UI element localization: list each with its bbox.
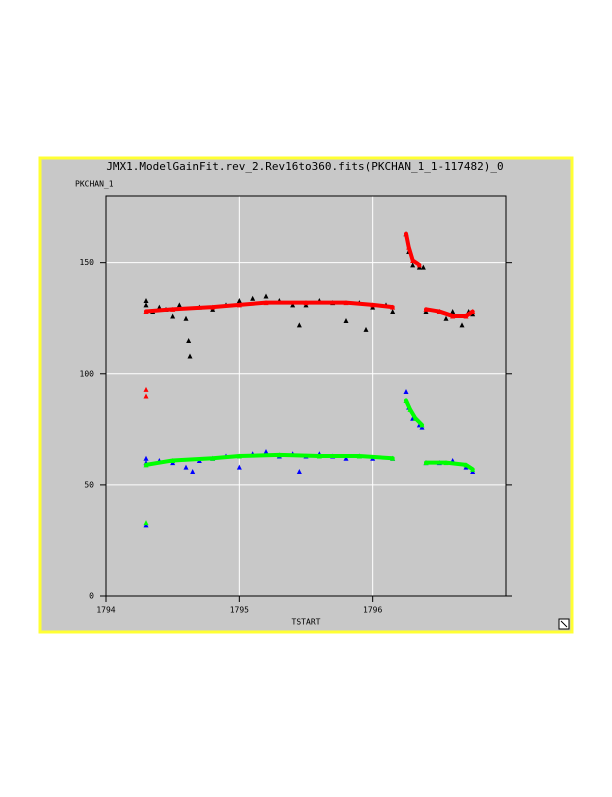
data-point <box>236 464 242 470</box>
data-point <box>343 317 349 323</box>
data-point <box>343 300 349 306</box>
data-point <box>263 300 269 306</box>
data-point <box>410 262 416 268</box>
x-tick-label: 1796 <box>363 606 382 615</box>
data-point <box>370 302 376 308</box>
data-point <box>143 462 149 468</box>
y-tick-label: 100 <box>80 369 95 378</box>
data-point <box>187 353 193 359</box>
data-point <box>450 313 456 319</box>
data-point <box>450 309 456 315</box>
y-axis-label: PKCHAN_1 <box>75 180 114 189</box>
data-point <box>170 313 176 319</box>
data-point <box>443 460 449 466</box>
data-point <box>420 264 426 270</box>
data-point <box>459 322 465 328</box>
data-point <box>443 315 449 321</box>
data-point <box>183 315 189 321</box>
data-point <box>412 415 418 421</box>
data-point <box>363 326 369 332</box>
data-point <box>210 455 216 461</box>
data-point <box>463 313 469 319</box>
data-point <box>463 462 469 468</box>
data-point <box>407 406 413 412</box>
data-point <box>406 244 412 250</box>
x-axis-label: TSTART <box>292 618 321 627</box>
data-point <box>296 322 302 328</box>
plot-frame <box>105 195 507 597</box>
data-point <box>390 304 396 310</box>
data-point <box>470 466 476 472</box>
data-point <box>296 469 302 475</box>
data-point <box>250 295 256 301</box>
data-point <box>470 309 476 315</box>
data-point <box>143 302 149 308</box>
data-point <box>190 469 196 475</box>
data-point <box>236 302 242 308</box>
data-point <box>236 297 242 303</box>
data-point <box>170 306 176 312</box>
data-point <box>356 453 362 459</box>
y-tick-label: 0 <box>89 592 94 601</box>
data-point <box>210 304 216 310</box>
data-point <box>263 449 269 455</box>
data-point <box>176 302 182 308</box>
data-point <box>423 460 429 466</box>
data-point <box>183 464 189 470</box>
data-point <box>236 453 242 459</box>
data-point <box>143 297 149 303</box>
data-point <box>143 309 149 315</box>
data-point <box>263 293 269 299</box>
data-point <box>419 422 425 428</box>
data-point <box>316 453 322 459</box>
data-point <box>423 306 429 312</box>
data-point <box>390 455 396 461</box>
data-point <box>143 393 149 399</box>
data-point <box>410 257 416 263</box>
data-point <box>186 337 192 343</box>
data-point <box>143 386 149 392</box>
data-point <box>403 397 409 403</box>
data-point <box>143 520 149 526</box>
data-point <box>170 457 176 463</box>
panel <box>38 156 574 634</box>
data-point <box>143 455 149 461</box>
data-point <box>416 262 422 268</box>
resize-icon[interactable] <box>558 618 570 630</box>
data-point <box>403 389 409 395</box>
y-tick-label: 150 <box>80 258 95 267</box>
y-tick-label: 50 <box>84 480 94 489</box>
data-point <box>343 455 349 461</box>
data-point <box>276 452 282 458</box>
chart-title: JMX1.ModelGainFit.rev_2.Rev16to360.fits(… <box>106 160 503 173</box>
data-point <box>390 309 396 315</box>
data-point <box>436 309 442 315</box>
x-tick-label: 1795 <box>230 606 249 615</box>
x-tick-label: 1794 <box>96 606 115 615</box>
data-point <box>303 300 309 306</box>
data-point <box>403 231 409 237</box>
fit-line <box>144 398 475 472</box>
data-point <box>290 302 296 308</box>
